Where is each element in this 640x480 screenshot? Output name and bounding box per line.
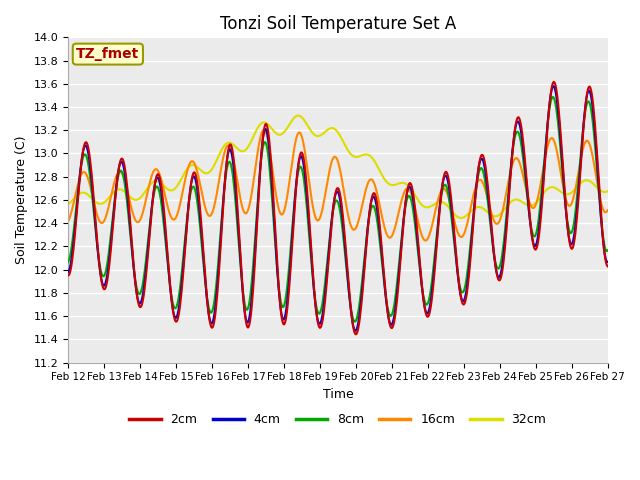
32cm [604,188,611,194]
8cm [64,259,72,265]
32cm [436,199,444,205]
16cm [330,154,338,160]
8cm [436,204,444,209]
4cm [182,223,190,229]
2cm [383,300,390,305]
Line: 2cm: 2cm [68,82,607,335]
8cm [330,206,337,212]
4cm [556,126,563,132]
16cm [64,218,72,224]
16cm [422,238,429,243]
8cm [206,308,214,314]
4cm [64,269,72,275]
8cm [383,300,390,305]
8cm [351,319,359,324]
16cm [260,127,268,133]
16cm [436,189,444,195]
32cm [294,113,302,119]
4cm [206,317,214,323]
16cm [206,213,214,219]
16cm [383,231,390,237]
4cm [330,203,337,208]
2cm [604,264,611,269]
32cm [182,167,190,173]
Y-axis label: Soil Temperature (C): Soil Temperature (C) [15,136,28,264]
2cm [550,79,557,85]
Line: 8cm: 8cm [68,97,607,322]
2cm [556,118,563,124]
4cm [604,259,611,265]
Line: 4cm: 4cm [68,86,607,331]
8cm [182,221,190,227]
4cm [550,84,557,89]
8cm [604,248,611,253]
4cm [436,203,444,209]
16cm [556,164,563,169]
Line: 16cm: 16cm [68,130,607,240]
2cm [182,228,190,233]
X-axis label: Time: Time [323,388,353,401]
32cm [206,169,214,175]
Legend: 2cm, 4cm, 8cm, 16cm, 32cm: 2cm, 4cm, 8cm, 16cm, 32cm [124,408,552,431]
16cm [182,171,190,177]
32cm [556,188,563,194]
32cm [383,179,390,185]
4cm [351,328,359,334]
8cm [549,94,557,100]
2cm [206,318,214,324]
8cm [556,137,563,143]
4cm [383,301,390,307]
32cm [64,201,72,207]
2cm [352,332,360,337]
Line: 32cm: 32cm [68,116,607,218]
32cm [330,126,338,132]
2cm [330,204,337,210]
16cm [604,207,611,213]
2cm [436,206,444,212]
Text: TZ_fmet: TZ_fmet [76,47,140,61]
32cm [457,215,465,221]
Title: Tonzi Soil Temperature Set A: Tonzi Soil Temperature Set A [220,15,456,33]
2cm [64,273,72,278]
